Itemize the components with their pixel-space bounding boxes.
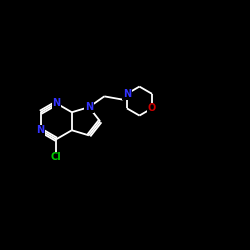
Text: N: N — [123, 89, 131, 99]
Text: O: O — [148, 103, 156, 113]
Text: N: N — [36, 125, 45, 135]
Text: Cl: Cl — [51, 152, 62, 162]
Text: N: N — [85, 102, 93, 112]
Text: N: N — [52, 98, 60, 108]
